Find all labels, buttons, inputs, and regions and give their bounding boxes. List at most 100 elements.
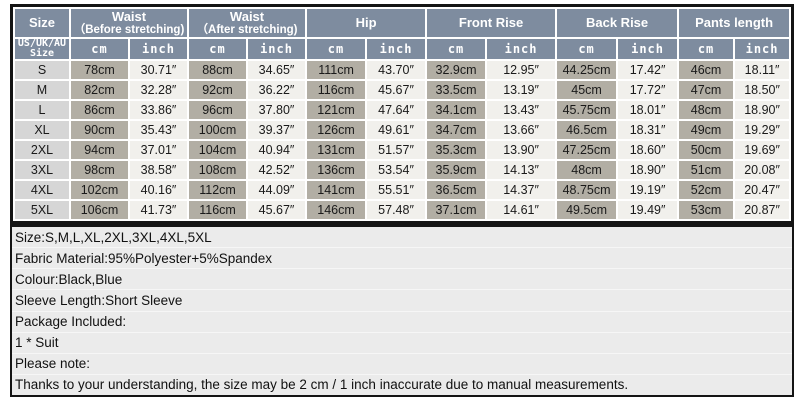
inch-value-cell: 51.57″ [367,141,426,159]
note-line: 1 * Suit [12,331,792,353]
size-cell: S [15,61,69,79]
cm-value-cell: 46.5cm [557,121,617,139]
inch-value-cell: 45.67″ [367,81,426,99]
inch-value-cell: 47.64″ [367,101,426,119]
inch-value-cell: 19.69″ [735,141,790,159]
header-group-waist-after: Waist （After stretching) [189,9,306,37]
group-title: Front Rise [458,15,524,30]
group-title: Hip [355,15,377,30]
inch-value-cell: 55.51″ [367,181,426,199]
inch-value-cell: 57.48″ [367,201,426,219]
cm-value-cell: 50cm [679,141,734,159]
inch-value-cell: 49.61″ [367,121,426,139]
cm-value-cell: 106cm [71,201,128,219]
size-column-header: Size [15,9,69,37]
inch-value-cell: 37.01″ [130,141,188,159]
group-header-row: Size Waist （Before stretching) Waist （Af… [15,9,790,37]
cm-value-cell: 52cm [679,181,734,199]
cm-value-cell: 36.5cm [427,181,486,199]
inch-value-cell: 18.01″ [618,101,678,119]
header-group-waist-before: Waist （Before stretching) [71,9,188,37]
cm-value-cell: 88cm [189,61,247,79]
header-group-pants-length: Pants length [679,9,790,37]
inch-value-cell: 32.28″ [130,81,188,99]
cm-value-cell: 92cm [189,81,247,99]
cm-value-cell: 48cm [679,101,734,119]
note-line: Colour:Black,Blue [12,268,792,289]
cm-value-cell: 45.75cm [557,101,617,119]
cm-value-cell: 49.5cm [557,201,617,219]
table-row: S 78cm 30.71″ 88cm 34.65″ 111cm 43.70″ 32.9cm 12… [15,61,790,79]
size-subheader-line1: US/UK/AU [17,39,67,49]
table-row: 2XL 94cm 37.01″ 104cm 40.94″ 131cm 51.57″ 35.3c… [15,141,790,159]
unit-inch-header: inch [130,39,188,59]
inch-value-cell: 34.65″ [248,61,306,79]
unit-header-row: US/UK/AU Size cm inch cm inch cm inch cm… [15,39,790,59]
cm-value-cell: 45cm [557,81,617,99]
inch-value-cell: 18.60″ [618,141,678,159]
inch-value-cell: 37.80″ [248,101,306,119]
size-cell: 3XL [15,161,69,179]
unit-cm-header: cm [189,39,247,59]
inch-value-cell: 38.58″ [130,161,188,179]
group-title: Pants length [695,15,774,30]
inch-value-cell: 35.43″ [130,121,188,139]
table-row: 3XL 98cm 38.58″ 108cm 42.52″ 136cm 53.54″ 35.9c… [15,161,790,179]
inch-value-cell: 14.37″ [487,181,556,199]
cm-value-cell: 102cm [71,181,128,199]
cm-value-cell: 116cm [189,201,247,219]
note-line: Package Included: [12,310,792,332]
inch-value-cell: 18.90″ [618,161,678,179]
table-row: M 82cm 32.28″ 92cm 36.22″ 116cm 45.67″ 33.5cm 13… [15,81,790,99]
size-cell: 2XL [15,141,69,159]
size-cell: M [15,81,69,99]
cm-value-cell: 37.1cm [427,201,486,219]
inch-value-cell: 53.54″ [367,161,426,179]
inch-value-cell: 12.95″ [487,61,556,79]
inch-value-cell: 30.71″ [130,61,188,79]
inch-value-cell: 20.87″ [735,201,790,219]
table-row: 4XL 102cm 40.16″ 112cm 44.09″ 141cm 55.51″ 36.5… [15,181,790,199]
size-table: Size Waist （Before stretching) Waist （Af… [10,4,795,224]
cm-value-cell: 111cm [307,61,366,79]
size-cell: XL [15,121,69,139]
inch-value-cell: 41.73″ [130,201,188,219]
cm-value-cell: 47cm [679,81,734,99]
inch-value-cell: 17.72″ [618,81,678,99]
size-subheader-line2: Size [29,48,55,59]
inch-value-cell: 40.16″ [130,181,188,199]
inch-value-cell: 45.67″ [248,201,306,219]
cm-value-cell: 47.25cm [557,141,617,159]
cm-value-cell: 90cm [71,121,128,139]
cm-value-cell: 131cm [307,141,366,159]
inch-value-cell: 42.52″ [248,161,306,179]
unit-inch-header: inch [618,39,678,59]
cm-value-cell: 108cm [189,161,247,179]
group-subtitle: （Before stretching) [73,23,185,36]
group-title: Waist [111,9,147,24]
cm-value-cell: 126cm [307,121,366,139]
cm-value-cell: 48cm [557,161,617,179]
inch-value-cell: 18.50″ [735,81,790,99]
unit-inch-header: inch [367,39,426,59]
group-title: Waist [229,9,265,24]
cm-value-cell: 94cm [71,141,128,159]
unit-cm-header: cm [557,39,617,59]
cm-value-cell: 112cm [189,181,247,199]
inch-value-cell: 18.90″ [735,101,790,119]
unit-cm-header: cm [71,39,128,59]
unit-cm-header: cm [427,39,486,59]
cm-value-cell: 33.5cm [427,81,486,99]
cm-value-cell: 121cm [307,101,366,119]
cm-value-cell: 96cm [189,101,247,119]
group-title: Back Rise [585,15,649,30]
inch-value-cell: 39.37″ [248,121,306,139]
cm-value-cell: 44.25cm [557,61,617,79]
notes-panel: Size:S,M,L,XL,2XL,3XL,4XL,5XL Fabric Mate… [10,224,794,397]
size-cell: 5XL [15,201,69,219]
cm-value-cell: 48.75cm [557,181,617,199]
header-group-front-rise: Front Rise [427,9,556,37]
inch-value-cell: 36.22″ [248,81,306,99]
inch-value-cell: 19.49″ [618,201,678,219]
inch-value-cell: 20.08″ [735,161,790,179]
